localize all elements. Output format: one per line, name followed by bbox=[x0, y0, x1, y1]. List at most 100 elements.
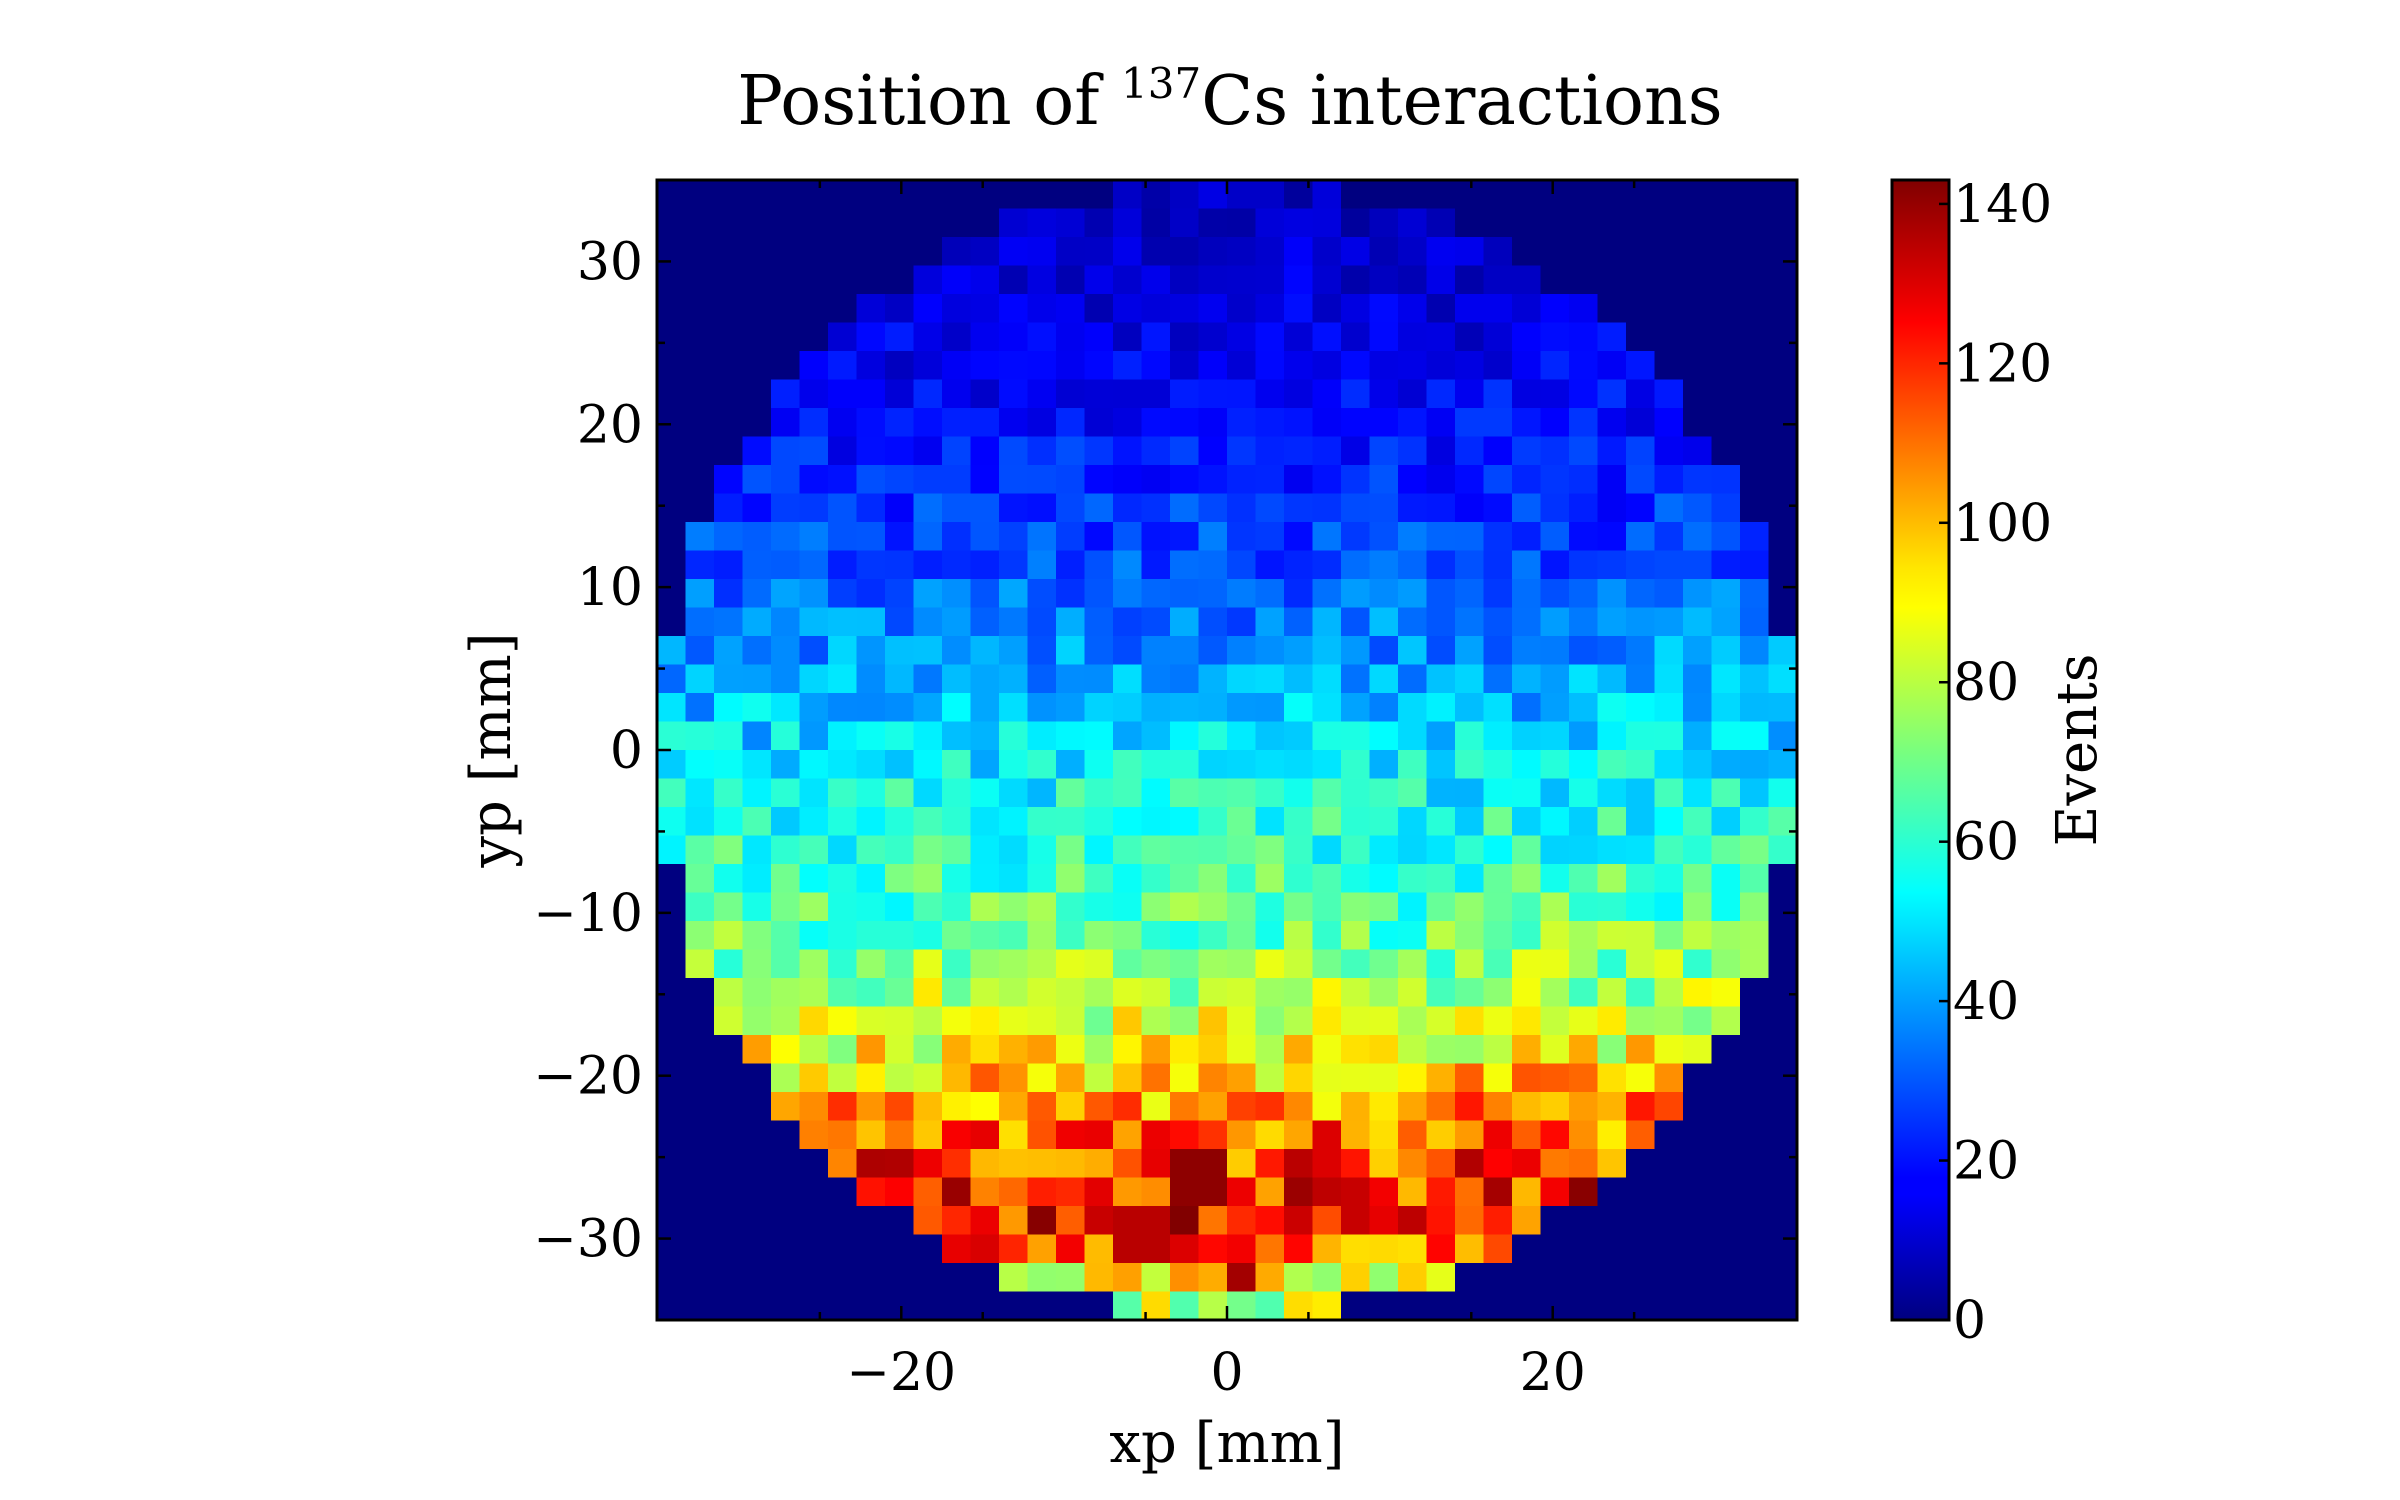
heatmap-cell bbox=[799, 322, 829, 352]
heatmap-cell bbox=[1312, 1149, 1342, 1179]
heatmap-cell bbox=[1654, 208, 1684, 238]
heatmap-cell bbox=[1198, 664, 1228, 694]
heatmap-cell bbox=[1027, 607, 1057, 637]
heatmap-cell bbox=[999, 1177, 1029, 1207]
heatmap-cell bbox=[970, 778, 1000, 808]
heatmap-cell bbox=[828, 1263, 858, 1293]
heatmap-cell bbox=[1255, 522, 1285, 552]
heatmap-cell bbox=[913, 807, 943, 837]
heatmap-cell bbox=[1284, 493, 1314, 523]
heatmap-cell bbox=[1056, 550, 1086, 580]
heatmap-cell bbox=[1170, 237, 1200, 267]
heatmap-cell bbox=[1284, 294, 1314, 324]
heatmap-cell bbox=[771, 1035, 801, 1065]
heatmap-cell bbox=[942, 1035, 972, 1065]
heatmap-cell bbox=[1141, 379, 1171, 409]
heatmap-cell bbox=[856, 607, 886, 637]
heatmap-cell bbox=[685, 408, 715, 438]
heatmap-cell bbox=[771, 180, 801, 210]
heatmap-cell bbox=[1540, 379, 1570, 409]
heatmap-cell bbox=[714, 1234, 744, 1264]
heatmap-cell bbox=[1597, 607, 1627, 637]
heatmap-cell bbox=[657, 465, 687, 495]
heatmap-cell bbox=[885, 1291, 915, 1321]
heatmap-cell bbox=[1626, 408, 1656, 438]
heatmap-cell bbox=[828, 265, 858, 295]
heatmap-cell bbox=[1312, 1063, 1342, 1093]
heatmap-cell bbox=[1027, 892, 1057, 922]
heatmap-cell bbox=[999, 778, 1029, 808]
heatmap-cell bbox=[1455, 1263, 1485, 1293]
heatmap-cell bbox=[1084, 807, 1114, 837]
heatmap-cell bbox=[1284, 522, 1314, 552]
heatmap-cell bbox=[1369, 1234, 1399, 1264]
heatmap-cell bbox=[970, 1120, 1000, 1150]
heatmap-cell bbox=[999, 579, 1029, 609]
heatmap-cell bbox=[1626, 436, 1656, 466]
heatmap-cell bbox=[1569, 208, 1599, 238]
heatmap-cell bbox=[1398, 778, 1428, 808]
heatmap-cell bbox=[1483, 892, 1513, 922]
heatmap-cell bbox=[714, 180, 744, 210]
heatmap-cell bbox=[1284, 1234, 1314, 1264]
heatmap-cell bbox=[1569, 180, 1599, 210]
heatmap-cell bbox=[1027, 1291, 1057, 1321]
heatmap-cell bbox=[1341, 1063, 1371, 1093]
heatmap-cell bbox=[1027, 835, 1057, 865]
heatmap-cell bbox=[1341, 1263, 1371, 1293]
heatmap-cell bbox=[856, 721, 886, 751]
heatmap-cell bbox=[1569, 1035, 1599, 1065]
heatmap-cell bbox=[1455, 949, 1485, 979]
heatmap-cell bbox=[1198, 1149, 1228, 1179]
heatmap-cell bbox=[1027, 208, 1057, 238]
heatmap-cell bbox=[1398, 550, 1428, 580]
heatmap-cell bbox=[1740, 949, 1770, 979]
heatmap-cell bbox=[657, 379, 687, 409]
heatmap-cell bbox=[1255, 1206, 1285, 1236]
heatmap-cell bbox=[1198, 1263, 1228, 1293]
heatmap-cell bbox=[1426, 265, 1456, 295]
heatmap-cell bbox=[1597, 978, 1627, 1008]
heatmap-cell bbox=[1683, 351, 1713, 381]
heatmap-cell bbox=[1284, 1035, 1314, 1065]
heatmap-cell bbox=[1740, 1177, 1770, 1207]
heatmap-cell bbox=[1141, 1206, 1171, 1236]
heatmap-cell bbox=[1768, 1006, 1798, 1036]
heatmap-cell bbox=[942, 408, 972, 438]
heatmap-cell bbox=[885, 778, 915, 808]
heatmap-cell bbox=[970, 807, 1000, 837]
heatmap-cell bbox=[1740, 237, 1770, 267]
heatmap-cell bbox=[999, 864, 1029, 894]
heatmap-cell bbox=[1483, 1263, 1513, 1293]
heatmap-cell bbox=[1341, 949, 1371, 979]
heatmap-cell bbox=[1683, 1035, 1713, 1065]
heatmap-cell bbox=[1113, 1291, 1143, 1321]
heatmap-cell bbox=[1284, 1092, 1314, 1122]
y-tick-label: −30 bbox=[533, 1210, 643, 1270]
heatmap-cell bbox=[1711, 693, 1741, 723]
heatmap-cell bbox=[1426, 1291, 1456, 1321]
heatmap-cell bbox=[913, 1206, 943, 1236]
heatmap-cell bbox=[799, 892, 829, 922]
heatmap-cell bbox=[714, 1149, 744, 1179]
heatmap-cell bbox=[1227, 664, 1257, 694]
heatmap-cell bbox=[1768, 294, 1798, 324]
heatmap-cell bbox=[856, 1092, 886, 1122]
heatmap-cell bbox=[1255, 180, 1285, 210]
heatmap-cell bbox=[1369, 465, 1399, 495]
heatmap-cell bbox=[742, 693, 772, 723]
heatmap-cell bbox=[1569, 265, 1599, 295]
heatmap-cell bbox=[657, 493, 687, 523]
heatmap-cell bbox=[1512, 949, 1542, 979]
heatmap-cell bbox=[1398, 1063, 1428, 1093]
heatmap-cell bbox=[885, 408, 915, 438]
heatmap-cell bbox=[1027, 1092, 1057, 1122]
heatmap-cell bbox=[1341, 408, 1371, 438]
heatmap-cell bbox=[999, 693, 1029, 723]
heatmap-cell bbox=[1512, 1234, 1542, 1264]
heatmap-cell bbox=[885, 721, 915, 751]
heatmap-cell bbox=[742, 265, 772, 295]
heatmap-cell bbox=[1540, 180, 1570, 210]
heatmap-cell bbox=[999, 1120, 1029, 1150]
heatmap-cell bbox=[1227, 807, 1257, 837]
